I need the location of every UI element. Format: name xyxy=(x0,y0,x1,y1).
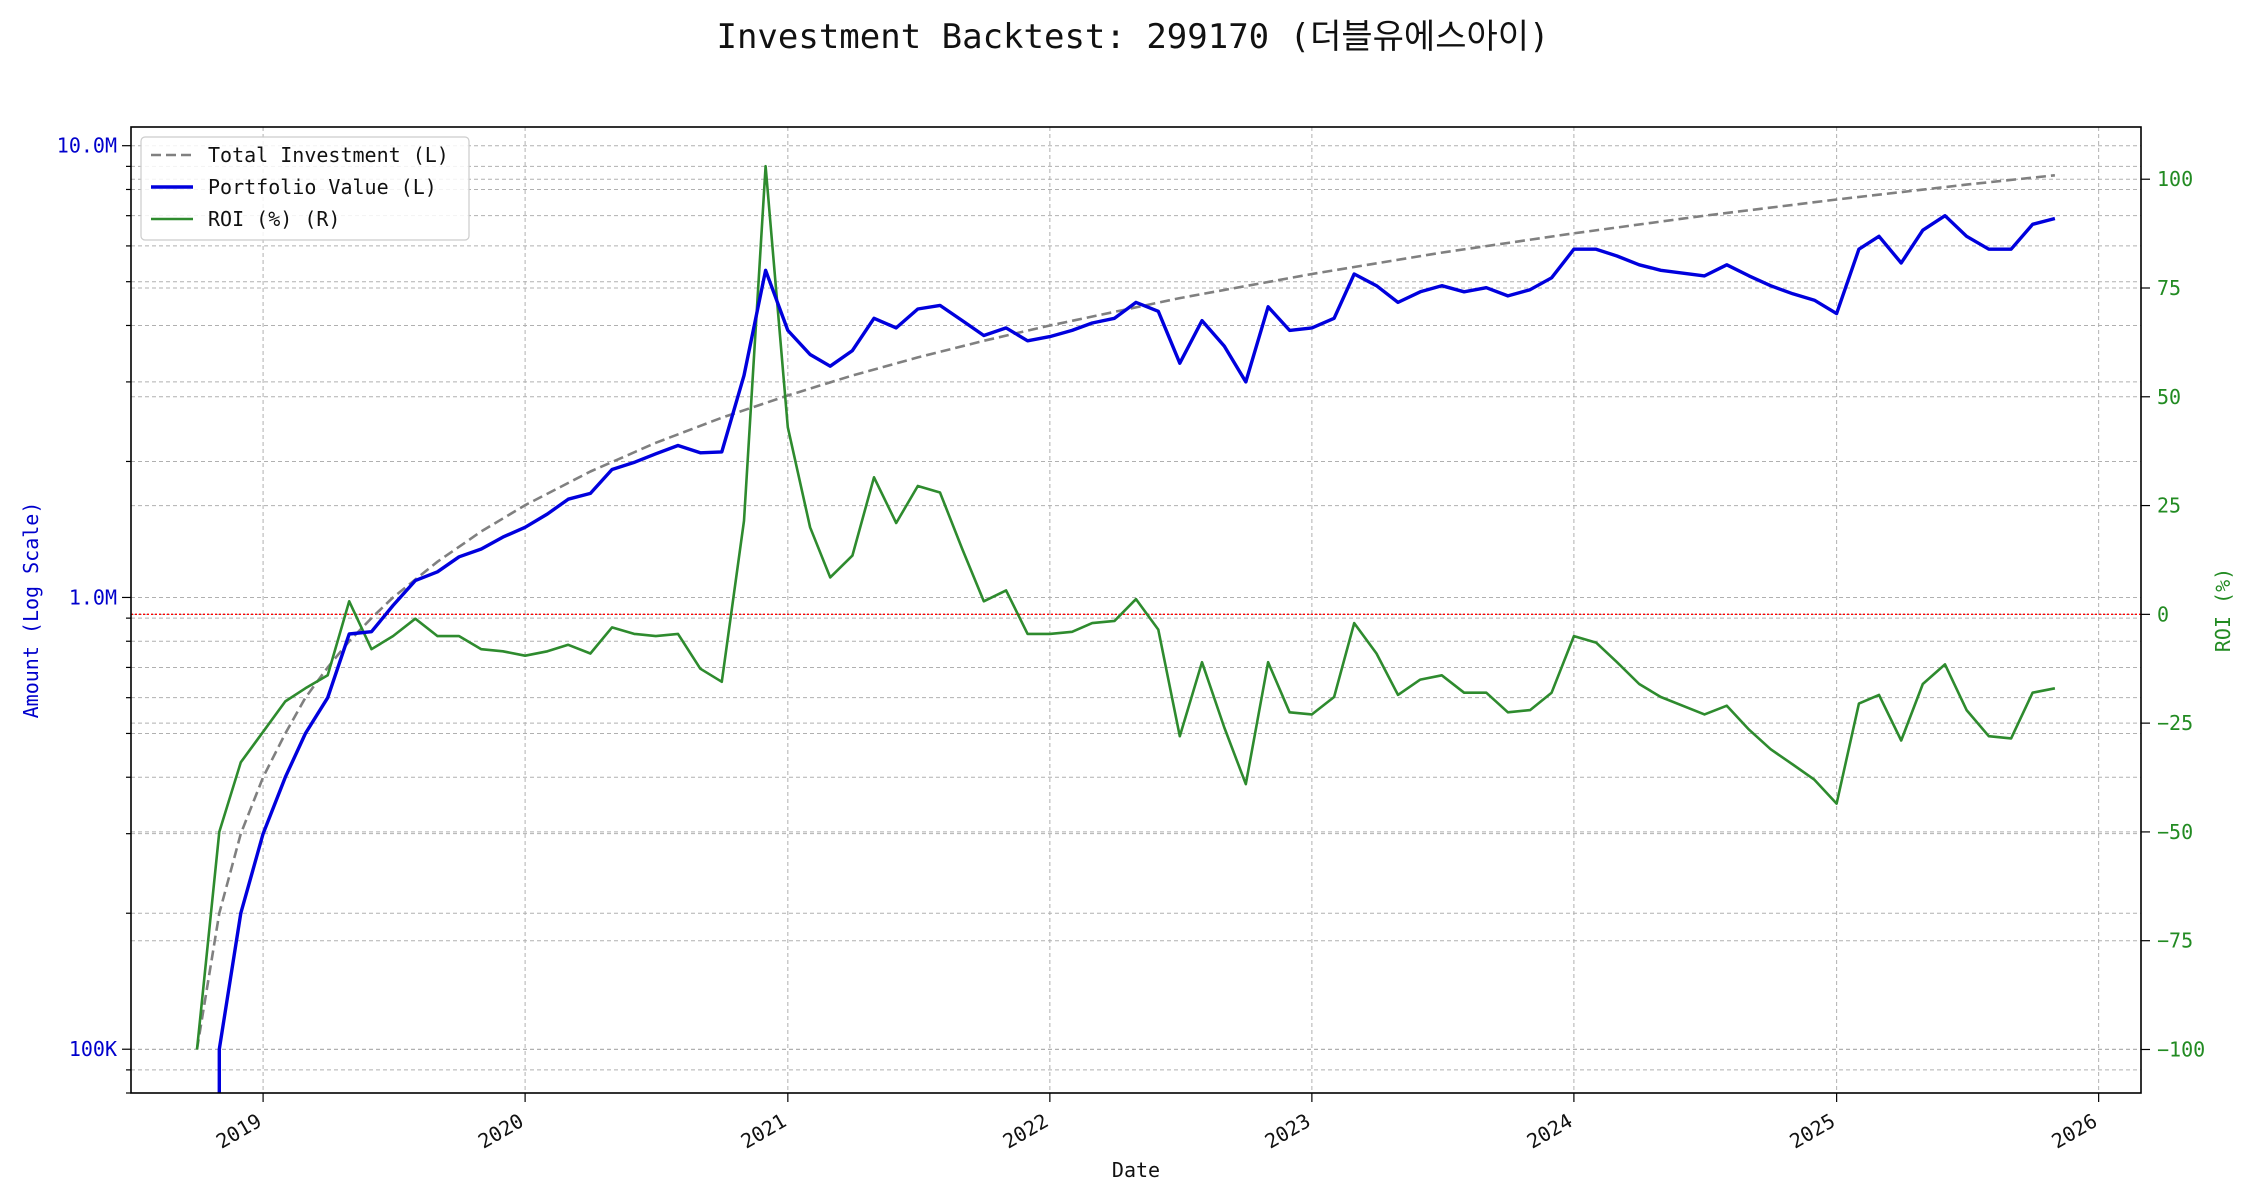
series-line-1 xyxy=(195,174,2056,1050)
legend: Total Investment (L) Portfolio Value (L) R… xyxy=(140,136,470,241)
right-tick-label: −50 xyxy=(2157,820,2193,844)
right-tick-label: −100 xyxy=(2157,1037,2205,1061)
x-tick-label: 2025 xyxy=(1785,1109,1839,1154)
x-axis-label: Date xyxy=(1112,1158,1160,1182)
right-tick-label: 0 xyxy=(2157,602,2169,626)
series-line-3 xyxy=(195,164,2056,1050)
legend-label: ROI (%) (R) xyxy=(208,207,340,231)
x-tick-label: 2021 xyxy=(737,1109,791,1154)
x-tick-label: 2019 xyxy=(212,1109,266,1154)
x-tick-label: 2024 xyxy=(1523,1109,1577,1154)
right-axis-label: ROI (%) xyxy=(2211,568,2235,652)
x-tick-label: 2020 xyxy=(474,1109,528,1154)
grid-lines xyxy=(131,127,2141,1094)
left-tick-label: 10.0M xyxy=(57,134,117,158)
legend-box xyxy=(140,136,470,241)
chart-title: Investment Backtest: 299170 (더블유에스아이) xyxy=(716,17,1549,57)
right-tick-label: 50 xyxy=(2157,385,2181,409)
left-axis-label: Amount (Log Scale) xyxy=(19,502,43,719)
x-tick-label: 2022 xyxy=(999,1109,1053,1154)
plot-frame xyxy=(130,126,2142,1094)
right-tick-label: −25 xyxy=(2157,711,2193,735)
right-tick-label: −75 xyxy=(2157,929,2193,953)
right-tick-label: 25 xyxy=(2157,494,2181,518)
series-lines xyxy=(195,164,2056,1093)
x-tick-label: 2023 xyxy=(1261,1109,1315,1154)
right-tick-label: 75 xyxy=(2157,276,2181,300)
series-line-2 xyxy=(217,213,2056,1093)
x-tick-label: 2026 xyxy=(2047,1109,2101,1154)
legend-label: Portfolio Value (L) xyxy=(208,175,437,199)
legend-label: Total Investment (L) xyxy=(208,143,449,167)
left-tick-label: 100K xyxy=(69,1037,117,1061)
right-tick-label: 100 xyxy=(2157,167,2193,191)
left-tick-label: 1.0M xyxy=(69,585,117,609)
